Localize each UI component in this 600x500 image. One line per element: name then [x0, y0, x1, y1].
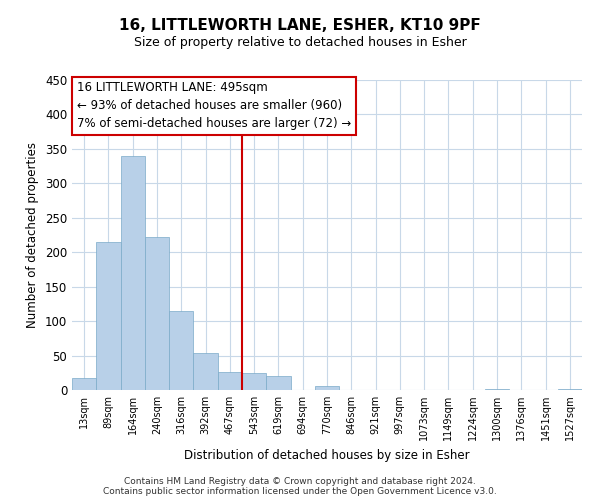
Bar: [145, 237, 169, 390]
Bar: [315, 386, 339, 390]
Bar: [169, 312, 193, 390]
Bar: [485, 388, 509, 390]
Bar: [96, 242, 121, 390]
Bar: [193, 354, 218, 390]
Text: 16 LITTLEWORTH LANE: 495sqm
← 93% of detached houses are smaller (960)
7% of sem: 16 LITTLEWORTH LANE: 495sqm ← 93% of det…: [77, 82, 351, 130]
Text: Contains HM Land Registry data © Crown copyright and database right 2024.: Contains HM Land Registry data © Crown c…: [124, 477, 476, 486]
Bar: [266, 376, 290, 390]
Bar: [72, 378, 96, 390]
Bar: [121, 156, 145, 390]
Bar: [218, 372, 242, 390]
X-axis label: Distribution of detached houses by size in Esher: Distribution of detached houses by size …: [184, 449, 470, 462]
Text: Contains public sector information licensed under the Open Government Licence v3: Contains public sector information licen…: [103, 487, 497, 496]
Bar: [242, 373, 266, 390]
Text: Size of property relative to detached houses in Esher: Size of property relative to detached ho…: [134, 36, 466, 49]
Bar: [558, 388, 582, 390]
Text: 16, LITTLEWORTH LANE, ESHER, KT10 9PF: 16, LITTLEWORTH LANE, ESHER, KT10 9PF: [119, 18, 481, 32]
Y-axis label: Number of detached properties: Number of detached properties: [26, 142, 40, 328]
